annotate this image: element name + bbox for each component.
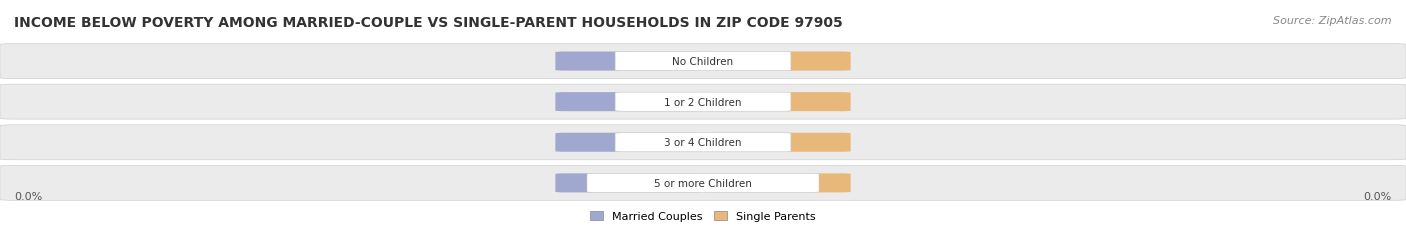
FancyBboxPatch shape: [555, 52, 703, 71]
FancyBboxPatch shape: [616, 93, 790, 112]
Legend: Married Couples, Single Parents: Married Couples, Single Parents: [586, 206, 820, 225]
FancyBboxPatch shape: [703, 133, 851, 152]
Text: 1 or 2 Children: 1 or 2 Children: [664, 97, 742, 107]
Text: 0.0%: 0.0%: [616, 97, 643, 107]
FancyBboxPatch shape: [703, 173, 851, 193]
FancyBboxPatch shape: [588, 173, 818, 193]
FancyBboxPatch shape: [555, 93, 703, 112]
FancyBboxPatch shape: [616, 133, 790, 152]
Text: 0.0%: 0.0%: [616, 178, 643, 188]
Text: 0.0%: 0.0%: [763, 178, 790, 188]
FancyBboxPatch shape: [703, 93, 851, 112]
Text: 0.0%: 0.0%: [763, 57, 790, 67]
Text: 0.0%: 0.0%: [616, 57, 643, 67]
FancyBboxPatch shape: [0, 44, 1406, 79]
Text: 0.0%: 0.0%: [14, 191, 42, 201]
Text: No Children: No Children: [672, 57, 734, 67]
FancyBboxPatch shape: [555, 173, 703, 193]
FancyBboxPatch shape: [0, 85, 1406, 120]
FancyBboxPatch shape: [703, 52, 851, 71]
Text: 0.0%: 0.0%: [763, 138, 790, 148]
Text: INCOME BELOW POVERTY AMONG MARRIED-COUPLE VS SINGLE-PARENT HOUSEHOLDS IN ZIP COD: INCOME BELOW POVERTY AMONG MARRIED-COUPL…: [14, 16, 842, 30]
FancyBboxPatch shape: [0, 166, 1406, 201]
Text: Source: ZipAtlas.com: Source: ZipAtlas.com: [1274, 16, 1392, 26]
FancyBboxPatch shape: [616, 52, 790, 71]
Text: 3 or 4 Children: 3 or 4 Children: [664, 138, 742, 148]
FancyBboxPatch shape: [0, 125, 1406, 160]
Text: 0.0%: 0.0%: [763, 97, 790, 107]
Text: 5 or more Children: 5 or more Children: [654, 178, 752, 188]
FancyBboxPatch shape: [555, 133, 703, 152]
Text: 0.0%: 0.0%: [1364, 191, 1392, 201]
Text: 0.0%: 0.0%: [616, 138, 643, 148]
